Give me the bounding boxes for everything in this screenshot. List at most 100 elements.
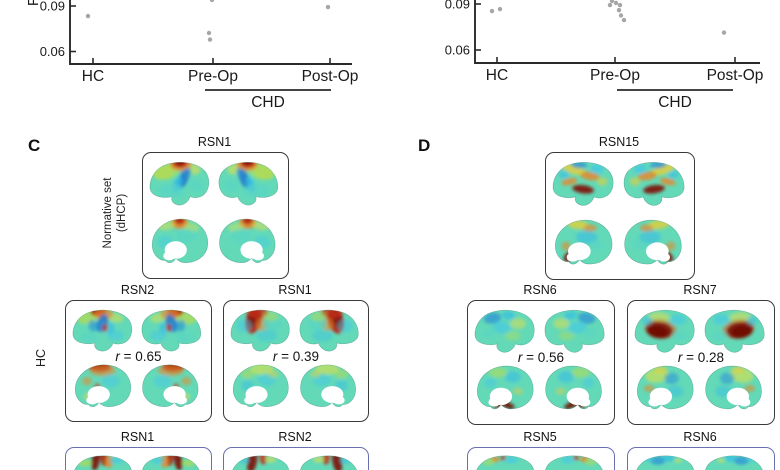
rsn-box-c-hc-1: r = 0.65 <box>65 300 212 422</box>
correlation-value: r = 0.65 <box>66 349 211 364</box>
data-point <box>621 17 627 23</box>
x-category-label: HC <box>486 67 508 84</box>
data-point <box>617 2 623 8</box>
data-point <box>85 13 91 19</box>
brain-lat-left <box>552 162 614 206</box>
brain-lat-left <box>636 455 694 470</box>
normative-set-line2: (dHCP) <box>115 193 128 233</box>
brain-lat-right <box>300 455 357 470</box>
data-point <box>613 0 619 6</box>
brain-med-left <box>152 218 209 264</box>
axis-line <box>69 0 352 65</box>
chd-group-label: CHD <box>658 94 692 111</box>
data-point <box>489 8 495 14</box>
brain-med-right <box>545 365 602 410</box>
data-point <box>607 2 613 8</box>
rsn-box-c-bottom-2 <box>223 447 369 470</box>
brain-med-right <box>705 365 762 410</box>
x-category-label: Post-Op <box>707 67 764 84</box>
r-value: = 0.28 <box>682 350 725 366</box>
y-tick-label: 0.09 <box>445 0 470 12</box>
rsn-title: RSN2 <box>278 430 312 444</box>
brain-lat-right <box>299 309 359 352</box>
rsn-title: RSN5 <box>523 430 557 444</box>
data-point <box>325 4 331 10</box>
data-point <box>207 37 213 42</box>
correlation-value: r = 0.56 <box>468 350 614 365</box>
brain-lat-left <box>634 309 695 353</box>
brain-lat-left <box>230 309 290 352</box>
rsn-box-d-bottom-1 <box>467 447 615 470</box>
rsn-box-d-hc-1: r = 0.56 <box>467 300 615 425</box>
brain-lat-right <box>544 309 605 353</box>
brain-med-right <box>624 219 682 264</box>
rsn-title: RSN1 <box>197 135 232 149</box>
normative-set-line1: Normative set <box>102 177 114 249</box>
brain-lat-right <box>142 309 202 352</box>
r-symbol: r <box>677 350 683 366</box>
data-point <box>721 30 727 35</box>
correlation-value: r = 0.39 <box>224 349 368 364</box>
brain-med-right <box>300 364 356 407</box>
y-tick-label: 0.06 <box>40 44 65 59</box>
brain-med-right <box>219 218 276 264</box>
data-point <box>609 0 615 4</box>
brain-lat-right <box>142 455 200 470</box>
brain-lat-right <box>545 455 603 470</box>
brain-med-left <box>75 364 132 407</box>
brain-lat-left <box>474 309 535 353</box>
data-point <box>497 6 503 12</box>
brain-lat-right <box>705 455 763 470</box>
brain-lat-right <box>219 161 279 206</box>
x-category-label: Pre-Op <box>590 67 640 84</box>
brain-med-right <box>142 364 199 407</box>
r-symbol: r <box>272 349 278 364</box>
rsn-box-c-normative <box>142 152 289 279</box>
r-symbol: r <box>517 350 523 366</box>
x-category-label: HC <box>82 68 104 85</box>
rsn-box-c-bottom-1 <box>65 447 212 470</box>
brain-med-left <box>477 365 534 410</box>
rsn-title: RSN1 <box>278 283 312 297</box>
r-symbol: r <box>115 349 120 364</box>
correlation-value: r = 0.28 <box>628 350 774 365</box>
y-tick-label: 0.09 <box>40 0 65 14</box>
scatter-plots: 0.090.06HCPre-OpPost-OpCHDFD0.090.06HCPr… <box>26 0 764 111</box>
normative-set-side-label: Normative set (dHCP) <box>102 153 130 273</box>
chd-group-label: CHD <box>251 94 285 111</box>
rsn-title: RSN7 <box>683 283 717 297</box>
data-point <box>618 13 624 18</box>
rsn-box-d-normative <box>545 152 695 280</box>
y-tick-label: 0.06 <box>445 43 470 58</box>
x-category-label: Post-Op <box>302 68 359 85</box>
r-value: = 0.56 <box>522 350 565 366</box>
rsn-box-d-bottom-2 <box>627 447 775 470</box>
rsn-title: RSN1 <box>120 430 155 444</box>
y-axis-label-fragment: FD <box>26 0 42 6</box>
brain-med-left <box>233 364 289 407</box>
rsn-title: RSN15 <box>598 135 640 149</box>
data-point <box>206 30 212 36</box>
panel-label-c: C <box>28 136 41 155</box>
brain-lat-left <box>74 455 132 470</box>
hc-row-side-label: HC <box>34 348 48 368</box>
rsn-box-d-hc-2: r = 0.28 <box>627 300 775 425</box>
panel-label-d: D <box>418 136 431 155</box>
axis-line <box>474 0 760 64</box>
rsn-title: RSN2 <box>120 283 155 297</box>
data-point <box>209 0 215 3</box>
r-value: = 0.65 <box>119 349 162 364</box>
rsn-title: RSN6 <box>523 283 557 297</box>
brain-med-left <box>637 365 694 410</box>
rsn-box-c-hc-2: r = 0.39 <box>223 300 369 422</box>
brain-lat-left <box>149 161 209 206</box>
brain-lat-left <box>72 309 132 352</box>
brain-lat-left <box>232 455 289 470</box>
brain-med-left <box>555 219 613 264</box>
rsn-title: RSN6 <box>683 430 717 444</box>
r-value: = 0.39 <box>277 349 320 364</box>
data-point <box>616 7 622 13</box>
brain-lat-right <box>704 309 765 353</box>
brain-lat-left <box>476 455 534 470</box>
